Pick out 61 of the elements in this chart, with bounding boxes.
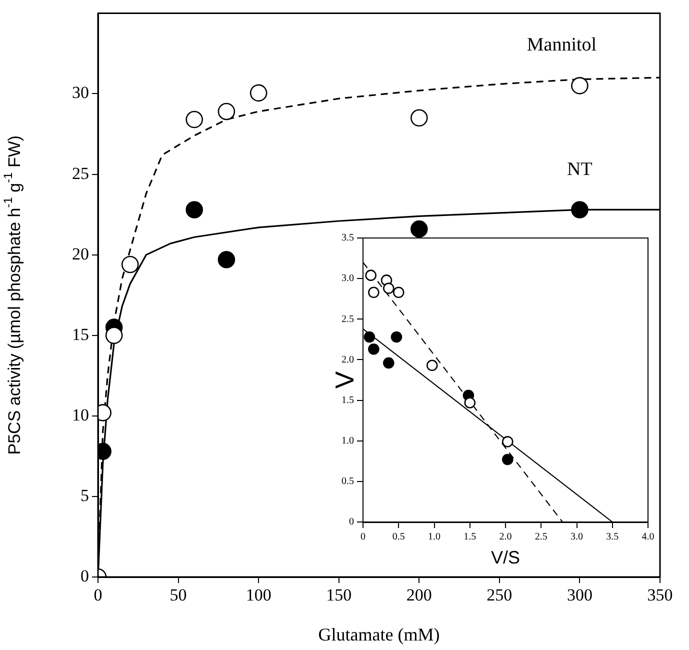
point xyxy=(186,201,203,218)
y-tick-label: 0.5 xyxy=(342,476,354,488)
point xyxy=(368,286,380,298)
point xyxy=(464,397,476,408)
x-tick-label: 0.5 xyxy=(392,532,405,543)
y-tick-label: 2.5 xyxy=(342,314,354,325)
point xyxy=(218,251,236,268)
x-tick-label: 300 xyxy=(566,586,592,605)
point xyxy=(364,331,376,343)
point xyxy=(392,286,404,298)
point xyxy=(502,436,514,448)
series-label: NT xyxy=(567,159,593,180)
point xyxy=(502,454,514,466)
y-tick-label: 0 xyxy=(349,516,354,528)
point xyxy=(383,357,394,369)
point xyxy=(368,344,380,355)
point xyxy=(121,256,139,274)
x-tick-label: 150 xyxy=(326,586,352,605)
y-tick-label: 3.5 xyxy=(342,232,354,244)
x-tick-label: 250 xyxy=(486,586,512,605)
y-tick-label: 10 xyxy=(72,405,89,424)
x-tick-label: 50 xyxy=(170,586,187,605)
y-tick-label: 3.0 xyxy=(342,273,354,284)
point xyxy=(105,326,123,344)
point xyxy=(186,110,203,128)
x-tick-label: 200 xyxy=(406,586,432,605)
y-tick-label: 15 xyxy=(72,324,89,344)
y-tick-label: 2.0 xyxy=(342,354,354,366)
y-tick-label: 30 xyxy=(72,83,89,102)
y-tick-label: 0 xyxy=(80,566,89,586)
point xyxy=(426,360,438,372)
point xyxy=(218,102,236,120)
y-tick-label: 25 xyxy=(72,164,89,183)
point xyxy=(410,109,428,127)
point xyxy=(383,282,394,294)
x-tick-label: 350 xyxy=(647,586,673,605)
point xyxy=(571,77,588,94)
x-tick-label: 1.0 xyxy=(428,532,440,543)
y-axis-title: V xyxy=(330,370,360,389)
x-tick-label: 2.0 xyxy=(499,532,512,543)
x-tick-label: 3.5 xyxy=(606,532,619,543)
x-tick-label: 100 xyxy=(246,586,272,605)
y-axis-title: P5CS activity (µmol phosphate h-1 g-1 FW) xyxy=(0,135,24,455)
y-tick-label: 20 xyxy=(72,244,89,264)
point xyxy=(250,84,268,102)
y-tick-label: 1.0 xyxy=(342,435,354,446)
x-tick-label: 1.5 xyxy=(464,532,476,543)
point xyxy=(571,201,588,218)
y-tick-label: 1.5 xyxy=(342,394,354,406)
x-axis-title: Glutamate (mM) xyxy=(318,624,440,644)
x-tick-label: 4.0 xyxy=(642,532,654,543)
series-label: Mannitol xyxy=(526,34,597,56)
y-tick-label: 5 xyxy=(80,486,89,505)
point xyxy=(365,270,376,281)
x-tick-label: 0 xyxy=(360,532,366,543)
x-tick-label: 2.5 xyxy=(534,532,548,543)
point xyxy=(390,331,402,343)
point xyxy=(410,220,428,238)
x-axis-title: V/S xyxy=(490,548,520,568)
x-tick-label: 0 xyxy=(94,586,102,605)
x-tick-label: 3.0 xyxy=(570,532,583,543)
